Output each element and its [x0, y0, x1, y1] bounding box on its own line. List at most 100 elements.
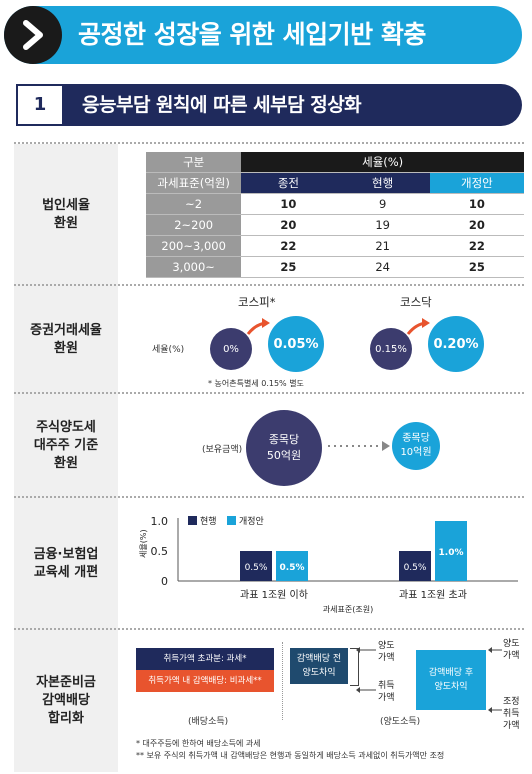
label-line: 법인세율: [42, 198, 90, 213]
table-cell: 10: [429, 193, 524, 215]
label-text: 가액: [503, 651, 520, 661]
label-line: 주식양도세: [36, 420, 96, 435]
edu-tax-label: 금융·보험업 교육세 개편: [14, 498, 118, 630]
table-cell: 9: [335, 193, 430, 215]
bar-curr: [240, 551, 272, 581]
edu-tax-chart: 현행 개정안 세율(%) 1.0 0.5 0 0.5% 0.5% 0.5%1.0% …: [139, 515, 518, 614]
sec-tax-label: 증권거래세율 환원: [14, 286, 118, 394]
bar-value-label: 1.0%: [439, 548, 464, 558]
label-text: 가액: [503, 721, 520, 731]
kosdaq-to-circle: 0.20%: [428, 316, 484, 372]
label-line: 금융·보험업: [33, 547, 99, 562]
y-tick-label: 0.5: [151, 545, 169, 558]
taxed-box: 취득가액 초과분: 과세*: [136, 648, 274, 670]
table-cell: 22: [241, 235, 336, 257]
cap-gains-label: 주식양도세 대주주 기준 환원: [14, 394, 118, 498]
table-cell: 22: [429, 235, 524, 257]
table-cell: 25: [241, 256, 336, 278]
legend-label-curr: 현행: [200, 515, 217, 527]
label-text: 취득: [378, 681, 395, 691]
label-line: 자본준비금: [36, 675, 96, 690]
table-cell: 20: [241, 214, 336, 236]
table-cell: 200~3,000: [146, 235, 242, 257]
dividend-note-2: ** 보유 주식의 취득가액 내 감액배당은 현행과 동일하게 배당소득 과세없…: [136, 751, 445, 760]
label-text: 조정: [503, 697, 520, 707]
circle-text: 종목당: [402, 433, 430, 444]
before-box: 감액배당 전 양도차익: [290, 648, 348, 684]
dividend-row: 자본준비금 감액배당 합리화 취득가액 초과분: 과세* 취득가액 내 감액배당…: [14, 628, 524, 772]
arrows-icon: [488, 647, 502, 713]
table-cell: ~2: [146, 193, 242, 215]
label-line: 교육세 개편: [33, 565, 99, 580]
table-cell: 24: [335, 256, 430, 278]
corp-tax-content: 구분 세율(%) 과세표준(억원) 종전 현행 개정안 ~2 10 9 10 2…: [118, 144, 524, 286]
label-text: 취득: [503, 709, 520, 719]
kospi-to-circle: 0.05%: [268, 316, 324, 372]
section-banner: 1 응능부담 원칙에 따른 세부담 정상화: [16, 84, 522, 126]
table-header-rate: 세율(%): [241, 152, 524, 173]
holding-label: (보유금액): [202, 445, 243, 455]
section-title: 응능부담 원칙에 따른 세부담 정상화: [82, 94, 362, 116]
holding-to-circle: 종목당 10억원: [392, 422, 440, 470]
corp-tax-row: 법인세율 환원 구분 세율(%) 과세표준(억원) 종전 현행 개정안 ~2 1…: [14, 142, 524, 286]
y-tick-label: 0: [161, 575, 168, 588]
arrow-icon: [246, 318, 270, 335]
circle-text: 10억원: [400, 447, 432, 458]
label-line: 합리화: [48, 711, 84, 726]
table-cell: 10: [241, 193, 336, 215]
corp-tax-table: 구분 세율(%) 과세표준(억원) 종전 현행 개정안 ~2 10 9 10 2…: [146, 152, 524, 278]
table-header-new: 개정안: [429, 172, 524, 194]
label-text: 양도: [378, 641, 395, 651]
bar-new: [276, 551, 308, 581]
acquire-label: 취득 가액: [378, 680, 395, 704]
sec-tax-note: * 농어촌특별세 0.15% 별도: [208, 379, 304, 388]
table-header-group: 구분: [146, 152, 242, 173]
sec-tax-content: 코스피* 세율(%) 0% 0.05% * 농어촌특별세 0.15% 별도 코스…: [118, 286, 524, 394]
divider: [282, 642, 283, 720]
kosdaq-title: 코스닥: [400, 295, 432, 309]
table-header-prev: 종전: [241, 172, 336, 194]
cap-gains-row: 주식양도세 대주주 기준 환원 (보유금액) 종목당 50억원 종목당 10억원: [14, 392, 524, 498]
chart-bars: 0.5% 0.5% 0.5% 1.0%: [240, 521, 467, 581]
edu-tax-content: 현행 개정안 세율(%) 1.0 0.5 0 0.5% 0.5% 0.5% 1.0% …: [118, 498, 524, 630]
dividend-label: 자본준비금 감액배당 합리화: [14, 630, 118, 772]
holding-from-circle: 종목당 50억원: [246, 410, 322, 486]
table-header-curr: 현행: [335, 172, 430, 194]
bar-value-label: 0.5%: [404, 563, 427, 573]
transfer2-label: 양도 가액: [503, 638, 520, 662]
table-header-base: 과세표준(억원): [146, 172, 242, 194]
page-title: 공정한 성장을 위한 세입기반 확충: [78, 20, 426, 49]
legend-label-new: 개정안: [239, 516, 264, 527]
sec-tax-row: 증권거래세율 환원 코스피* 세율(%) 0% 0.05% * 농어촌특별세 0…: [14, 284, 524, 394]
label-line: 대주주 기준: [33, 438, 99, 453]
table-row: 3,000~ 25 24 25: [146, 256, 524, 278]
cap-gains-content: (보유금액) 종목당 50억원 종목당 10억원: [118, 394, 524, 498]
dividend-content: 취득가액 초과분: 과세* 취득가액 내 감액배당: 비과세** (배당소득) …: [118, 630, 524, 772]
bar-value-label: 0.5%: [245, 563, 268, 573]
edu-tax-row: 금융·보험업 교육세 개편 현행 개정안 세율(%) 1.0 0.5 0 0.5…: [14, 496, 524, 630]
arrow-icon: [406, 318, 430, 335]
nontaxed-box: 취득가액 내 감액배당: 비과세**: [136, 670, 274, 692]
table-cell: 19: [335, 214, 430, 236]
table-cell: 3,000~: [146, 256, 242, 278]
table-row: ~2 10 9 10: [146, 193, 524, 215]
dividend-caption: (배당소득): [188, 717, 229, 727]
main-title-banner: 공정한 성장을 위한 세입기반 확충: [4, 6, 522, 64]
table-cell: 2~200: [146, 214, 242, 236]
circle-text: 50억원: [266, 449, 302, 462]
x-category-label: 과표 1조원 이하: [240, 588, 308, 601]
table-row: 2~200 20 19 20: [146, 214, 524, 236]
transfer-label: 양도 가액: [378, 640, 395, 664]
circle-text: 종목당: [268, 433, 300, 446]
transfer-caption: (양도소득): [380, 717, 421, 727]
bar-curr: [399, 551, 431, 581]
dotted-arrow-icon: [328, 441, 390, 451]
label-text: 가액: [378, 693, 395, 703]
x-axis-label: 과세표준(조원): [323, 605, 373, 614]
section-number: 1: [16, 84, 64, 126]
after-box: 감액배당 후 양도차익: [416, 650, 486, 710]
chevron-right-icon: [4, 6, 62, 64]
label-line: 증권거래세율: [30, 323, 102, 338]
x-category-label: 과표 1조원 초과: [399, 589, 467, 601]
bracket-icon: [350, 648, 359, 686]
